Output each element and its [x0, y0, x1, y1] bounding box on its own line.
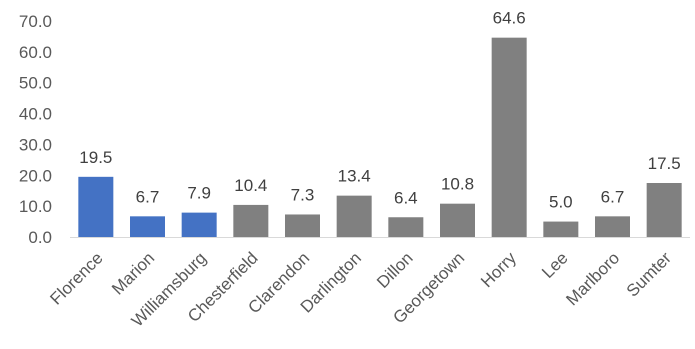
bar-sumter	[646, 183, 682, 237]
data-label: 17.5	[648, 154, 681, 173]
data-label: 5.0	[549, 193, 573, 212]
x-tick-label: Sumter	[623, 248, 675, 300]
x-tick-label: Florence	[46, 248, 106, 308]
data-label: 13.4	[338, 167, 371, 186]
bar-clarendon	[285, 214, 320, 237]
data-label: 7.3	[291, 185, 315, 204]
y-tick-label: 20.0	[19, 166, 52, 185]
bar-dillon	[388, 217, 424, 237]
bars	[78, 37, 682, 237]
x-tick-label: Horry	[477, 248, 520, 291]
y-tick-label: 60.0	[19, 43, 52, 62]
bar-marion	[130, 216, 165, 237]
x-axis: Florence MarionWilliamsburgChesterfieldCl…	[46, 248, 675, 331]
bar-marlboro	[595, 216, 630, 237]
bar-lee	[543, 221, 579, 237]
y-tick-label: 0.0	[28, 228, 52, 247]
y-tick-label: 30.0	[19, 135, 52, 154]
data-label: 10.8	[441, 175, 474, 194]
bar-horry	[491, 37, 527, 237]
y-tick-label: 40.0	[19, 105, 52, 124]
x-tick-label: Marion	[108, 248, 158, 298]
data-label: 7.9	[187, 184, 211, 203]
x-tick-label: Marlboro	[562, 248, 623, 309]
x-tick-label: Dillon	[373, 248, 417, 292]
value-labels: 19.5 6.7 7.9 10.4 7.3 13.4 6.4 10.8 64.6 5.0 6.7 17…	[79, 9, 680, 212]
bar-williamsburg	[181, 212, 217, 237]
y-axis: 0.0 10.0 20.0 30.0 40.0 50.0 60.0 70.0	[19, 12, 52, 247]
bar-florence	[78, 176, 114, 237]
y-tick-label: 70.0	[19, 12, 52, 31]
bar-georgetown	[440, 203, 475, 237]
y-tick-label: 10.0	[19, 197, 52, 216]
data-label: 19.5	[79, 148, 112, 167]
data-label: 64.6	[493, 9, 526, 28]
bar-chesterfield	[233, 204, 269, 237]
data-label: 6.4	[394, 188, 418, 207]
y-tick-label: 50.0	[19, 74, 52, 93]
x-tick-label: Lee	[538, 248, 571, 281]
bar-darlington	[336, 195, 372, 237]
data-label: 10.4	[234, 176, 267, 195]
data-label: 6.7	[136, 187, 160, 206]
data-label: 6.7	[601, 187, 625, 206]
